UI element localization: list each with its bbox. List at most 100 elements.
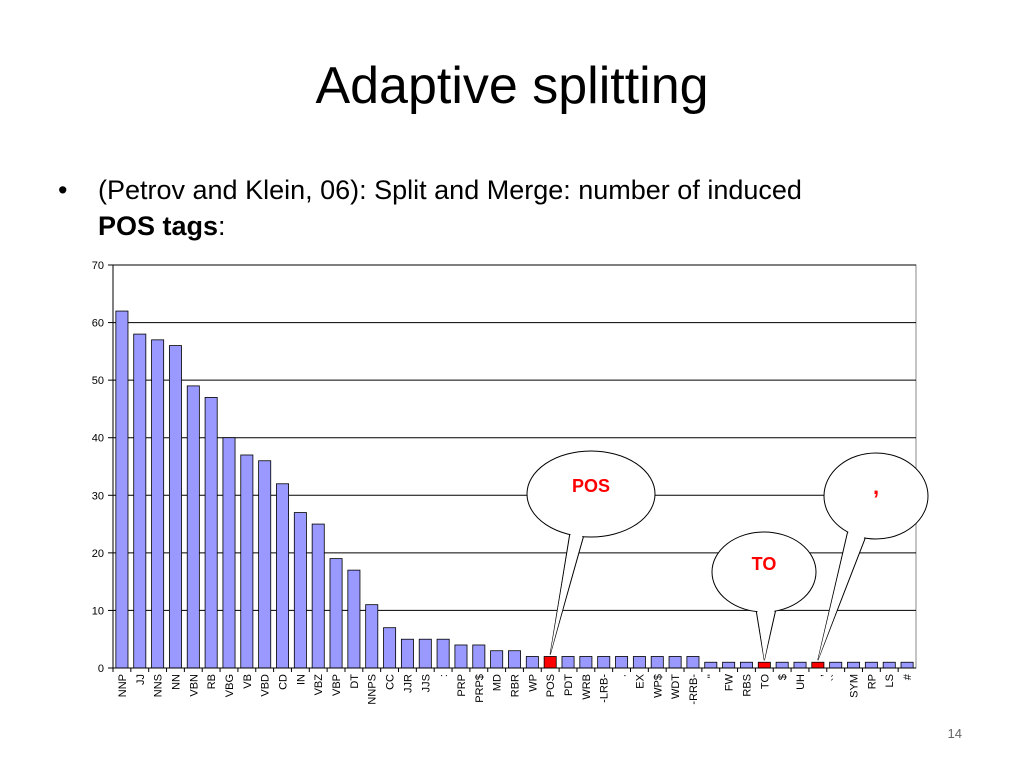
bar-30 [650, 656, 664, 669]
bullet-text: (Petrov and Klein, 06): Split and Merge:… [98, 172, 938, 244]
x-tick-label: EX [634, 673, 646, 688]
callout-0: POS [526, 450, 656, 655]
bar-27 [597, 656, 611, 669]
callout-bubble [526, 450, 656, 538]
bar-7 [240, 454, 254, 669]
callout-pointer [549, 532, 585, 655]
bar-6 [222, 437, 236, 669]
x-tick-label: NNPS [367, 674, 379, 705]
bar-23 [525, 656, 539, 669]
x-tick-label: VBG [224, 674, 236, 697]
bar-43 [882, 661, 896, 669]
x-tick-label: CC [385, 674, 397, 690]
bar-12 [329, 558, 343, 669]
bar-41 [847, 661, 861, 669]
bullet-tail: : [218, 211, 226, 241]
callout-label: TO [752, 554, 777, 574]
x-tick-label: VBD [260, 674, 272, 697]
axes [108, 264, 916, 672]
callout-label: POS [572, 476, 610, 496]
slide-title: Adaptive splitting [315, 57, 709, 115]
bar-9 [276, 483, 289, 669]
bar-18 [436, 638, 450, 669]
x-tick-label: POS [545, 674, 557, 697]
bar-2 [151, 339, 165, 669]
x-tick-label: RP [866, 674, 878, 689]
bar-14 [365, 604, 379, 669]
x-tick-label: MD [492, 674, 504, 691]
x-tick-label: CD [278, 674, 290, 690]
bar-37 [775, 661, 789, 669]
x-tick-label: PRP [456, 674, 468, 697]
x-tick-label: JJ [135, 674, 147, 685]
x-tick-label: RBS [741, 674, 753, 697]
y-tick-label: 40 [92, 433, 104, 445]
x-tick-label: NNS [153, 674, 165, 697]
x-tick-label: WRB [581, 674, 593, 700]
bar-13 [347, 569, 361, 669]
x-tick-label: -LRB- [599, 674, 611, 703]
x-tick-label: `` [831, 674, 843, 681]
bar-5 [204, 397, 218, 669]
y-tick-label: 30 [92, 490, 104, 502]
y-tick-label: 60 [92, 318, 104, 330]
bar-11 [311, 523, 325, 669]
callout-pointer-fill [817, 529, 865, 661]
bar-39 [811, 661, 825, 669]
y-tick-label: 10 [92, 605, 104, 617]
bar-10 [293, 512, 307, 669]
x-tick-label: PRP$ [474, 674, 486, 703]
x-tick-label: SYM [849, 674, 861, 698]
bar-3 [168, 345, 182, 669]
x-tick-label: '' [706, 674, 718, 678]
x-tick-label: PDT [563, 674, 575, 696]
callout-pointer-fill [550, 531, 583, 655]
callout-1: TO [711, 531, 817, 661]
bar-32 [686, 656, 700, 669]
x-tick-label: . [617, 674, 629, 677]
callout-2: , [817, 452, 929, 661]
x-tick-label: NN [170, 674, 182, 690]
x-tick-label: WP$ [652, 674, 664, 698]
bar-28 [615, 656, 629, 669]
bullet-marker: • [58, 175, 68, 205]
x-tick-label: LS [884, 674, 896, 687]
x-tick-label: $ [777, 674, 789, 680]
bar-4 [186, 385, 200, 669]
bar-34 [722, 661, 736, 669]
y-tick-label: 70 [92, 260, 104, 272]
bar-33 [704, 661, 718, 669]
bar-35 [740, 661, 753, 669]
x-tick-label: DT [349, 674, 361, 689]
x-tick-label: JJS [420, 674, 432, 692]
bar-20 [472, 644, 486, 669]
bar-36 [757, 661, 771, 669]
x-tick-label: RB [206, 674, 218, 689]
bar-16 [400, 638, 414, 669]
x-tick-label: IN [295, 674, 307, 685]
bar-44 [900, 661, 914, 669]
x-tick-label: FW [724, 673, 736, 691]
bar-42 [864, 661, 878, 669]
callout-bubble [823, 452, 929, 540]
x-tick-label: WDT [670, 674, 682, 699]
slide-number: 14 [947, 726, 962, 741]
bar-17 [418, 638, 432, 669]
bullet-bold-term: POS tags [98, 211, 219, 241]
bar-8 [258, 460, 272, 669]
x-tick-label: VBP [331, 674, 343, 696]
tick-labels: 0 10 20 30 40 50 60 70 NNP JJ NNS NN VBN RB VBG VB VBD CD… [92, 260, 914, 705]
x-tick-label: VBN [188, 674, 200, 697]
bar-38 [793, 661, 807, 669]
bullet-line: (Petrov and Klein, 06): Split and Merge:… [98, 175, 802, 205]
x-tick-label: RBR [510, 674, 522, 697]
callout-label: , [873, 474, 879, 499]
x-tick-label: , [813, 674, 825, 677]
bar-24 [543, 656, 557, 669]
bars [115, 310, 914, 669]
bar-22 [508, 650, 521, 669]
bar-40 [829, 661, 843, 669]
x-tick-label: # [902, 673, 914, 680]
callout-pointer-fill [757, 607, 775, 661]
